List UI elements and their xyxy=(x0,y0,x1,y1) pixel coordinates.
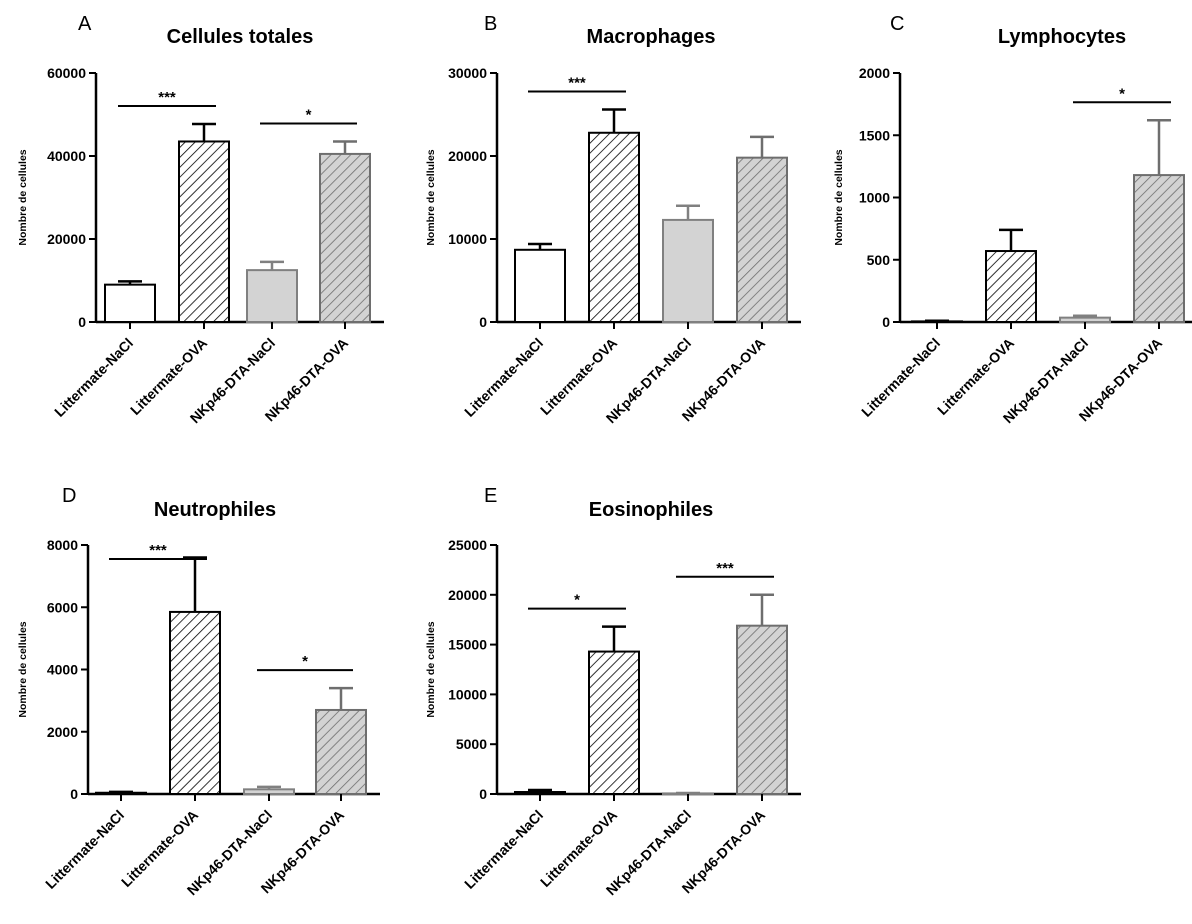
bar xyxy=(911,320,963,324)
bar xyxy=(243,788,295,795)
bar xyxy=(514,791,566,795)
panel-letter: D xyxy=(62,485,76,507)
significance-label: *** xyxy=(149,542,167,559)
significance-label: * xyxy=(302,653,308,670)
chart-panel-a: A Cellules totales Nombre de cellules 0 2000… xyxy=(17,13,384,426)
y-axis-label: Nombre de cellules xyxy=(425,621,437,717)
y-tick-label: 5000 xyxy=(456,736,487,752)
chart-panel-d: D Neutrophiles Nombre de cellules 0 2000 4000… xyxy=(17,485,380,898)
y-tick-label: 40000 xyxy=(47,148,86,164)
significance-label: * xyxy=(306,106,312,123)
x-tick-label: Littermate-OVA xyxy=(537,335,620,418)
y-tick-label: 30000 xyxy=(448,65,487,81)
bar xyxy=(514,248,566,323)
bar xyxy=(95,791,147,796)
x-tick-label: Littermate-NaCl xyxy=(42,807,127,892)
x-tick-label: Littermate-NaCl xyxy=(461,807,546,892)
y-axis-label: Nombre de cellules xyxy=(833,149,845,245)
y-tick-label: 1500 xyxy=(859,127,890,143)
significance-label: *** xyxy=(158,89,176,106)
bar xyxy=(985,250,1037,323)
bar xyxy=(169,610,221,796)
y-tick-label: 20000 xyxy=(47,231,86,247)
y-tick-label: 20000 xyxy=(448,587,487,603)
bar xyxy=(736,156,788,323)
y-tick-label: 500 xyxy=(867,252,891,268)
bar xyxy=(662,792,714,796)
bar xyxy=(662,218,714,323)
bar xyxy=(319,152,371,323)
chart-title: Cellules totales xyxy=(167,26,314,48)
chart-panel-c: C Lymphocytes Nombre de cellules 0 500 1000 15… xyxy=(833,13,1192,426)
x-tick-label: Littermate-OVA xyxy=(537,807,620,890)
y-tick-label: 4000 xyxy=(47,662,78,678)
y-tick-label: 0 xyxy=(70,786,78,802)
bar xyxy=(315,708,367,796)
bar xyxy=(1133,174,1185,323)
y-tick-label: 10000 xyxy=(448,686,487,702)
bar xyxy=(178,140,230,323)
chart-panel-b: B Macrophages Nombre de cellules 0 10000 2000… xyxy=(425,13,801,426)
bar xyxy=(1059,316,1111,323)
panel-letter: E xyxy=(484,485,497,507)
y-tick-label: 8000 xyxy=(47,537,78,553)
x-tick-label: Littermate-OVA xyxy=(934,335,1017,418)
x-tick-label: Littermate-NaCl xyxy=(858,335,943,420)
y-tick-label: 0 xyxy=(479,314,487,330)
chart-title: Neutrophiles xyxy=(154,499,276,521)
bar xyxy=(588,131,640,323)
y-tick-label: 20000 xyxy=(448,148,487,164)
significance-label: *** xyxy=(716,560,734,577)
y-tick-label: 10000 xyxy=(448,231,487,247)
y-tick-label: 0 xyxy=(78,314,86,330)
y-tick-label: 2000 xyxy=(47,724,78,740)
chart-panel-e: E Eosinophiles Nombre de cellules 0 5000 1000… xyxy=(425,485,801,898)
y-axis-label: Nombre de cellules xyxy=(17,149,29,245)
y-tick-label: 0 xyxy=(882,314,890,330)
y-tick-label: 0 xyxy=(479,786,487,802)
y-axis-label: Nombre de cellules xyxy=(425,149,437,245)
chart-title: Lymphocytes xyxy=(998,26,1126,48)
y-axis-label: Nombre de cellules xyxy=(17,621,29,717)
y-tick-label: 6000 xyxy=(47,599,78,615)
y-tick-label: 25000 xyxy=(448,537,487,553)
bar xyxy=(104,283,156,323)
significance-label: * xyxy=(574,592,580,609)
significance-label: *** xyxy=(568,75,586,92)
bar xyxy=(736,624,788,796)
y-tick-label: 15000 xyxy=(448,637,487,653)
bar xyxy=(246,269,298,323)
x-tick-label: Littermate-NaCl xyxy=(461,335,546,420)
chart-title: Macrophages xyxy=(587,26,716,48)
chart-title: Eosinophiles xyxy=(589,499,713,521)
panel-letter: B xyxy=(484,13,497,35)
bar xyxy=(588,650,640,796)
y-tick-label: 60000 xyxy=(47,65,86,81)
y-tick-label: 2000 xyxy=(859,65,890,81)
x-tick-label: Littermate-OVA xyxy=(118,807,201,890)
panel-letter: A xyxy=(78,13,92,35)
panel-letter: C xyxy=(890,13,904,35)
x-tick-label: Littermate-NaCl xyxy=(51,335,136,420)
significance-label: * xyxy=(1119,85,1125,102)
y-tick-label: 1000 xyxy=(859,190,890,206)
